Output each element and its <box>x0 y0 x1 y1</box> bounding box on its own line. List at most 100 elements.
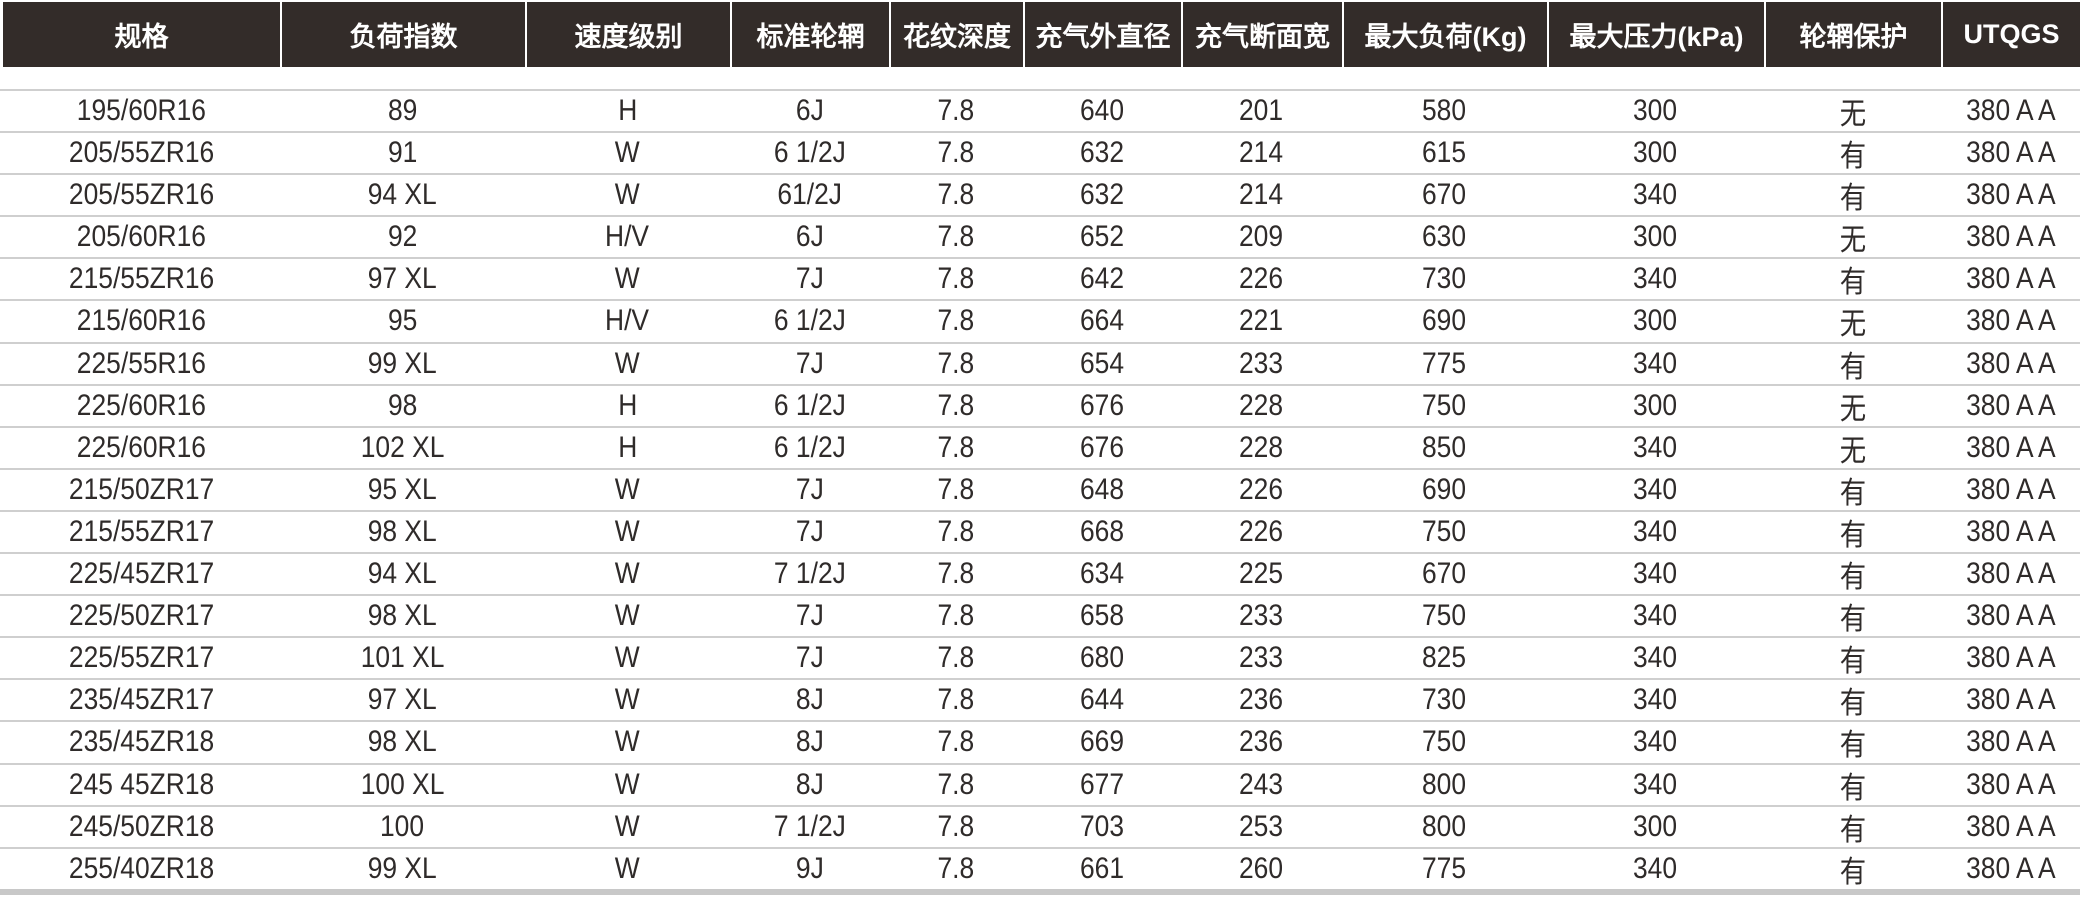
cell-tread-depth: 7.8 <box>889 765 1023 805</box>
cell-text: 236 <box>1239 683 1284 717</box>
cell-spec: 215/55ZR16 <box>3 259 280 299</box>
cell-text: 201 <box>1239 94 1284 127</box>
cell-text: 380 A A <box>1965 683 2056 717</box>
cell-max-load: 800 <box>1342 807 1547 847</box>
cell-text: 225/45ZR17 <box>68 557 215 591</box>
cell-tread-depth: 7.8 <box>889 512 1023 552</box>
cell-max-pressure: 340 <box>1547 596 1764 636</box>
cell-utqgs: 380 A A <box>1941 680 2080 720</box>
cell-text: 7.8 <box>937 599 975 633</box>
cell-text: 有 <box>1839 476 1866 510</box>
cell-speed-rating: H <box>525 428 730 468</box>
cell-section-width: 236 <box>1181 722 1342 762</box>
cell-text: 654 <box>1079 346 1125 380</box>
cell-text: 658 <box>1079 599 1125 633</box>
table-row: 215/50ZR17 95 XL W 7J 7.8 648 226 690 340 有 380 A … <box>0 467 2080 510</box>
cell-spec: 225/55R16 <box>3 344 280 384</box>
cell-text: 7.8 <box>937 304 975 338</box>
cell-text: 7.8 <box>937 725 975 759</box>
cell-speed-rating: W <box>525 259 730 299</box>
cell-text: 7J <box>795 641 824 675</box>
cell-utqgs: 380 A A <box>1941 344 2080 384</box>
cell-text: 340 <box>1633 641 1678 675</box>
cell-standard-rim: 7 1/2J <box>730 554 889 594</box>
cell-speed-rating: W <box>525 849 730 889</box>
cell-max-pressure: 340 <box>1547 470 1764 510</box>
cell-overall-diameter: 669 <box>1023 722 1181 762</box>
cell-text: H/V <box>605 220 650 254</box>
cell-tread-depth: 7.8 <box>889 133 1023 173</box>
cell-text: W <box>615 557 640 591</box>
cell-text: 94 XL <box>368 557 437 591</box>
cell-text: 680 <box>1079 641 1125 675</box>
cell-text: 228 <box>1239 430 1284 464</box>
cell-speed-rating: W <box>525 638 730 678</box>
cell-text: 100 <box>380 809 425 843</box>
cell-text: 无 <box>1839 434 1866 468</box>
cell-utqgs: 380 A A <box>1941 91 2080 131</box>
cell-utqgs: 380 A A <box>1941 849 2080 889</box>
cell-overall-diameter: 658 <box>1023 596 1181 636</box>
cell-text: W <box>615 136 640 170</box>
cell-text: 61/2J <box>777 178 842 212</box>
cell-text: 652 <box>1079 220 1125 254</box>
cell-speed-rating: H/V <box>525 217 730 257</box>
cell-spec: 215/60R16 <box>3 301 280 341</box>
cell-text: 800 <box>1422 809 1467 843</box>
cell-text: 677 <box>1079 767 1125 801</box>
header-max-load: 最大负荷(Kg) <box>1344 2 1547 67</box>
cell-text: 670 <box>1422 557 1467 591</box>
cell-utqgs: 380 A A <box>1941 301 2080 341</box>
cell-max-load: 630 <box>1342 217 1547 257</box>
cell-utqgs: 380 A A <box>1941 807 2080 847</box>
cell-text: 380 A A <box>1965 136 2056 170</box>
cell-spec: 235/45ZR18 <box>3 722 280 762</box>
cell-max-load: 750 <box>1342 512 1547 552</box>
cell-text: 7.8 <box>937 767 975 801</box>
cell-max-pressure: 340 <box>1547 638 1764 678</box>
cell-section-width: 228 <box>1181 386 1342 426</box>
cell-load-index: 98 XL <box>280 512 525 552</box>
header-load-index: 负荷指数 <box>282 2 525 67</box>
cell-utqgs: 380 A A <box>1941 133 2080 173</box>
cell-tread-depth: 7.8 <box>889 175 1023 215</box>
cell-text: 7.8 <box>937 514 975 548</box>
cell-tread-depth: 7.8 <box>889 344 1023 384</box>
table-row: 225/55R16 99 XL W 7J 7.8 654 233 775 340 有 380 A A <box>0 341 2080 384</box>
cell-text: 243 <box>1239 767 1284 801</box>
cell-text: 有 <box>1839 645 1866 679</box>
cell-rim-protection: 有 <box>1764 470 1941 510</box>
cell-max-load: 730 <box>1342 680 1547 720</box>
cell-text: 253 <box>1239 809 1284 843</box>
cell-standard-rim: 7J <box>730 596 889 636</box>
cell-overall-diameter: 703 <box>1023 807 1181 847</box>
cell-text: W <box>615 767 640 801</box>
cell-text: 750 <box>1422 725 1467 759</box>
cell-section-width: 260 <box>1181 849 1342 889</box>
cell-overall-diameter: 632 <box>1023 133 1181 173</box>
cell-speed-rating: W <box>525 722 730 762</box>
cell-standard-rim: 6J <box>730 91 889 131</box>
cell-max-pressure: 340 <box>1547 680 1764 720</box>
cell-text: 205/55ZR16 <box>68 136 215 170</box>
cell-max-pressure: 340 <box>1547 849 1764 889</box>
cell-text: 98 <box>387 388 418 422</box>
cell-load-index: 100 <box>280 807 525 847</box>
cell-utqgs: 380 A A <box>1941 428 2080 468</box>
cell-text: 380 A A <box>1965 809 2056 843</box>
cell-text: 215/55ZR16 <box>68 262 215 296</box>
cell-text: 7.8 <box>937 388 975 422</box>
cell-spec: 205/55ZR16 <box>3 133 280 173</box>
table-row: 225/60R16 102 XL H 6 1/2J 7.8 676 228 850 340 无 38… <box>0 425 2080 468</box>
cell-text: 7.8 <box>937 472 975 506</box>
cell-text: W <box>615 472 640 506</box>
cell-text: 690 <box>1422 472 1467 506</box>
cell-text: 300 <box>1633 388 1678 422</box>
cell-spec: 205/55ZR16 <box>3 175 280 215</box>
cell-text: 221 <box>1239 304 1284 338</box>
cell-overall-diameter: 648 <box>1023 470 1181 510</box>
cell-speed-rating: W <box>525 512 730 552</box>
cell-overall-diameter: 642 <box>1023 259 1181 299</box>
cell-spec: 215/50ZR17 <box>3 470 280 510</box>
cell-text: 380 A A <box>1965 514 2056 548</box>
